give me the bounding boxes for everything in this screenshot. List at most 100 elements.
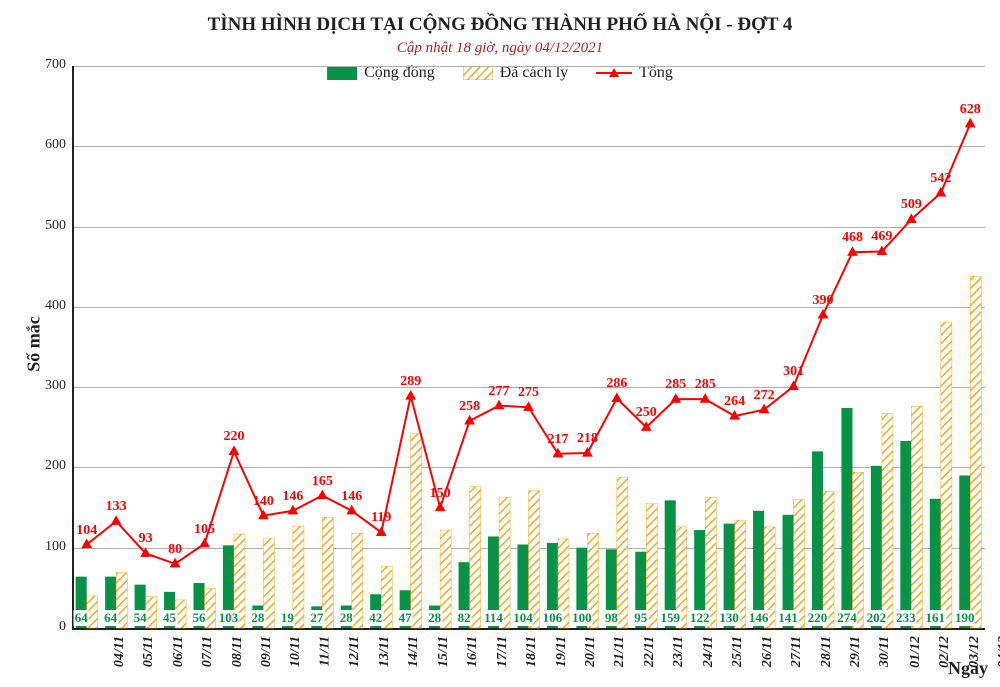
bar-label-congdong: 274 <box>836 610 858 626</box>
bar-label-congdong: 233 <box>895 610 917 626</box>
x-tick-label: 13/11 <box>377 636 393 667</box>
y-tick-label: 700 <box>30 57 66 73</box>
y-tick-label: 500 <box>30 218 66 234</box>
bar-label-congdong: 42 <box>368 610 383 626</box>
line-label-tong: 628 <box>960 102 981 118</box>
bar-label-congdong: 159 <box>659 610 681 626</box>
line-label-tong: 390 <box>813 293 834 309</box>
x-tick-label: 25/11 <box>730 636 746 667</box>
x-tick-label: 11/11 <box>317 636 333 666</box>
x-tick-label: 12/11 <box>347 636 363 667</box>
y-axis-label: Số mắc <box>23 316 44 372</box>
marker-triangle <box>435 502 446 512</box>
bar-label-congdong: 130 <box>718 610 740 626</box>
x-tick-label: 18/11 <box>524 636 540 667</box>
y-tick-label: 200 <box>30 458 66 474</box>
x-tick-label: 07/11 <box>200 636 216 667</box>
line-label-tong: 277 <box>489 384 510 400</box>
marker-triangle <box>611 392 622 402</box>
bar-dacachly <box>823 492 834 628</box>
bar-label-congdong: 100 <box>571 610 593 626</box>
marker-triangle <box>818 309 829 319</box>
line-label-tong: 275 <box>518 385 539 401</box>
x-tick-label: 27/11 <box>789 636 805 667</box>
x-tick-label: 03/12 <box>967 636 983 668</box>
line-label-tong: 218 <box>577 431 598 447</box>
bar-label-congdong: 106 <box>542 610 564 626</box>
marker-triangle <box>965 118 976 128</box>
bar-dacachly <box>470 487 481 628</box>
marker-triangle <box>199 538 210 548</box>
x-tick-label: 29/11 <box>848 636 864 667</box>
marker-triangle <box>376 526 387 536</box>
line-label-tong: 285 <box>665 377 686 393</box>
line-label-tong: 468 <box>842 230 863 246</box>
line-label-tong: 150 <box>430 486 451 502</box>
y-tick-label: 400 <box>30 298 66 314</box>
bar-label-congdong: 64 <box>103 610 118 626</box>
marker-triangle <box>788 380 799 390</box>
bar-congdong <box>959 475 970 628</box>
line-label-tong: 289 <box>400 374 421 390</box>
bar-congdong <box>665 500 676 628</box>
marker-triangle <box>317 490 328 500</box>
y-tick-label: 600 <box>30 137 66 153</box>
x-tick-label: 23/11 <box>671 636 687 667</box>
x-tick-label: 09/11 <box>259 636 275 667</box>
bar-label-congdong: 27 <box>309 610 324 626</box>
x-tick-label: 04/12 <box>996 636 1000 668</box>
bar-label-congdong: 95 <box>633 610 648 626</box>
marker-triangle <box>935 187 946 197</box>
bar-dacachly <box>499 497 510 628</box>
x-tick-label: 15/11 <box>436 636 452 667</box>
marker-triangle <box>700 393 711 403</box>
marker-triangle <box>111 515 122 525</box>
x-tick-label: 06/11 <box>171 636 187 667</box>
x-tick-label: 01/12 <box>908 636 924 668</box>
line-label-tong: 542 <box>930 171 951 187</box>
line-label-tong: 258 <box>459 399 480 415</box>
line-label-tong: 264 <box>724 394 745 410</box>
line-label-tong: 133 <box>106 499 127 515</box>
bar-dacachly <box>882 414 893 628</box>
x-tick-label: 24/11 <box>701 636 717 667</box>
x-tick-label: 28/11 <box>819 636 835 667</box>
x-tick-label: 05/11 <box>141 636 157 667</box>
line-label-tong: 80 <box>168 542 182 558</box>
line-label-tong: 93 <box>139 531 153 547</box>
bar-congdong <box>871 466 882 628</box>
marker-triangle <box>405 390 416 400</box>
x-tick-label: 10/11 <box>289 636 305 667</box>
x-tick-label: 20/11 <box>583 636 599 667</box>
y-tick-label: 100 <box>30 539 66 555</box>
line-label-tong: 301 <box>783 364 804 380</box>
bar-dacachly <box>852 472 863 628</box>
chart-title: TÌNH HÌNH DỊCH TẠI CỘNG ĐỒNG THÀNH PHỐ H… <box>0 14 1000 36</box>
line-label-tong: 272 <box>754 388 775 404</box>
line-label-tong: 220 <box>223 429 244 445</box>
marker-triangle <box>229 445 240 455</box>
marker-triangle <box>847 246 858 256</box>
y-tick-label: 0 <box>30 619 66 635</box>
x-tick-label: 19/11 <box>554 636 570 667</box>
bar-dacachly <box>911 406 922 628</box>
x-tick-label: 04/11 <box>112 636 128 667</box>
line-label-tong: 469 <box>871 229 892 245</box>
bar-label-congdong: 103 <box>218 610 240 626</box>
bar-label-congdong: 104 <box>512 610 534 626</box>
y-tick-label: 300 <box>30 378 66 394</box>
bar-label-congdong: 122 <box>689 610 711 626</box>
bar-label-congdong: 190 <box>954 610 976 626</box>
bar-congdong <box>841 408 852 628</box>
line-label-tong: 146 <box>282 489 303 505</box>
x-tick-label: 30/11 <box>878 636 894 667</box>
bar-dacachly <box>794 500 805 628</box>
x-tick-label: 21/11 <box>613 636 629 667</box>
bar-label-congdong: 45 <box>162 610 177 626</box>
line-label-tong: 217 <box>547 432 568 448</box>
plot-area: 010020030040050060070004/1105/1106/1107/… <box>72 66 985 628</box>
line-label-tong: 509 <box>901 197 922 213</box>
bar-label-congdong: 82 <box>457 610 472 626</box>
bar-label-congdong: 47 <box>398 610 413 626</box>
bar-label-congdong: 28 <box>427 610 442 626</box>
